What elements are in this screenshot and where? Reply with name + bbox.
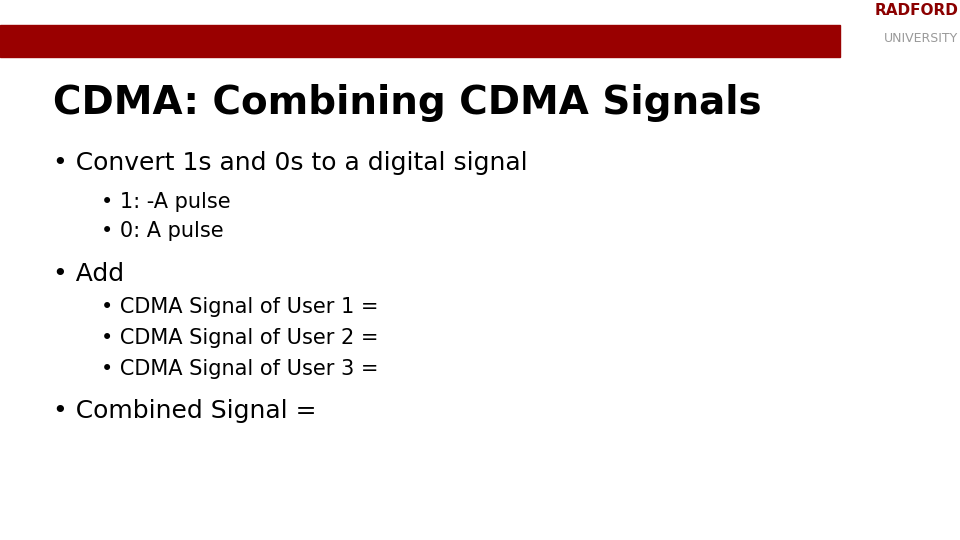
Text: • Add: • Add bbox=[53, 262, 124, 286]
Text: • Combined Signal =: • Combined Signal = bbox=[53, 399, 316, 422]
Bar bbox=[0, 25, 840, 57]
Text: • Convert 1s and 0s to a digital signal: • Convert 1s and 0s to a digital signal bbox=[53, 151, 527, 175]
Text: • CDMA Signal of User 3 =: • CDMA Signal of User 3 = bbox=[101, 359, 378, 379]
Text: • CDMA Signal of User 2 =: • CDMA Signal of User 2 = bbox=[101, 328, 378, 348]
Text: UNIVERSITY: UNIVERSITY bbox=[884, 32, 958, 45]
Text: CDMA: Combining CDMA Signals: CDMA: Combining CDMA Signals bbox=[53, 84, 761, 122]
Text: • CDMA Signal of User 1 =: • CDMA Signal of User 1 = bbox=[101, 297, 378, 317]
Text: • 1: -A pulse: • 1: -A pulse bbox=[101, 192, 230, 212]
Text: RADFORD: RADFORD bbox=[875, 3, 958, 18]
Text: • 0: A pulse: • 0: A pulse bbox=[101, 221, 224, 241]
